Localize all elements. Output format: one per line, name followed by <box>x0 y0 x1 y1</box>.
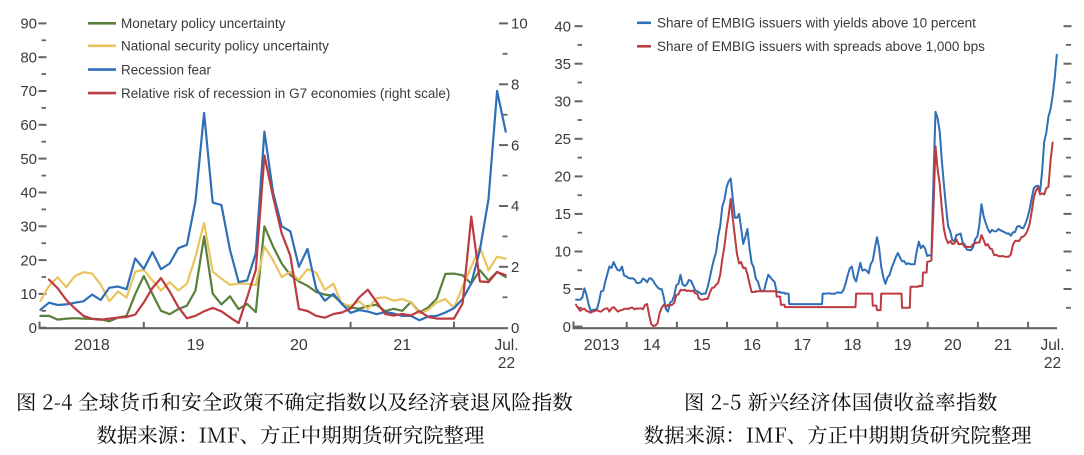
svg-text:15: 15 <box>693 337 711 354</box>
svg-text:14: 14 <box>643 337 661 354</box>
svg-text:30: 30 <box>554 94 571 111</box>
svg-text:Share of EMBIG issuers with yi: Share of EMBIG issuers with yields above… <box>657 16 976 31</box>
svg-text:Jul.: Jul. <box>494 337 518 354</box>
svg-text:70: 70 <box>20 83 37 100</box>
svg-text:18: 18 <box>844 337 862 354</box>
svg-text:2018: 2018 <box>74 337 110 354</box>
svg-text:35: 35 <box>554 56 571 73</box>
svg-text:15: 15 <box>554 206 571 223</box>
svg-text:80: 80 <box>20 49 37 66</box>
svg-text:21: 21 <box>393 337 411 354</box>
svg-text:20: 20 <box>944 337 962 354</box>
svg-text:0: 0 <box>511 320 519 337</box>
svg-text:Relative risk of recession in: Relative risk of recession in G7 economi… <box>121 86 450 101</box>
svg-text:Share of EMBIG issuers with sp: Share of EMBIG issuers with spreads abov… <box>657 39 985 54</box>
svg-text:5: 5 <box>563 281 571 298</box>
svg-text:0: 0 <box>29 320 37 337</box>
svg-text:10: 10 <box>554 244 571 261</box>
svg-text:21: 21 <box>994 337 1012 354</box>
svg-text:20: 20 <box>290 337 308 354</box>
svg-text:20: 20 <box>554 169 571 186</box>
svg-text:2: 2 <box>511 259 519 276</box>
svg-text:40: 40 <box>20 185 37 202</box>
svg-text:60: 60 <box>20 117 37 134</box>
svg-text:National security policy uncer: National security policy uncertainty <box>121 39 329 54</box>
svg-text:25: 25 <box>554 131 571 148</box>
svg-text:40: 40 <box>554 18 571 35</box>
svg-text:16: 16 <box>743 337 761 354</box>
svg-text:22: 22 <box>1044 355 1061 372</box>
svg-text:Jul.: Jul. <box>1040 337 1064 354</box>
svg-text:19: 19 <box>894 337 912 354</box>
svg-text:2013: 2013 <box>584 337 620 354</box>
svg-text:20: 20 <box>20 252 37 269</box>
svg-text:Recession fear: Recession fear <box>121 62 212 77</box>
svg-text:90: 90 <box>20 16 37 33</box>
svg-text:30: 30 <box>20 219 37 236</box>
svg-text:50: 50 <box>20 151 37 168</box>
svg-text:19: 19 <box>187 337 205 354</box>
svg-text:4: 4 <box>511 198 519 215</box>
svg-text:6: 6 <box>511 137 519 154</box>
svg-text:22: 22 <box>498 355 515 372</box>
svg-text:8: 8 <box>511 77 519 94</box>
svg-text:10: 10 <box>20 286 37 303</box>
svg-text:0: 0 <box>563 319 571 336</box>
svg-text:17: 17 <box>793 337 811 354</box>
svg-text:10: 10 <box>511 16 528 33</box>
svg-text:Monetary policy uncertainty: Monetary policy uncertainty <box>121 16 286 31</box>
